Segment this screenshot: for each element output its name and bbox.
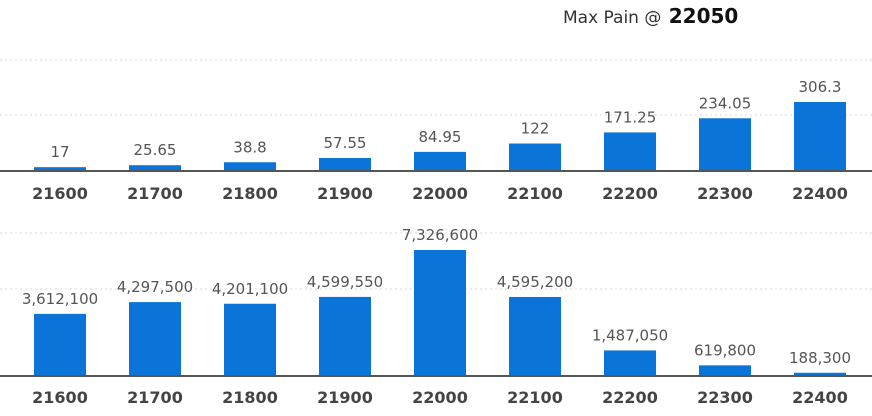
- x-tick-label: 21600: [32, 184, 88, 203]
- data-label: 84.95: [419, 128, 462, 146]
- bar-22300[interactable]: [699, 365, 751, 376]
- bar-22300[interactable]: [699, 118, 751, 171]
- bar-22000[interactable]: [414, 250, 466, 376]
- max-pain-title: Max Pain @ 22050: [563, 4, 738, 28]
- bar-21700[interactable]: [129, 302, 181, 376]
- data-label: 3,612,100: [22, 290, 98, 308]
- x-tick-label: 21600: [32, 388, 88, 407]
- x-tick-label: 22100: [507, 184, 563, 203]
- bar-21700[interactable]: [129, 165, 181, 171]
- x-tick-label: 21900: [317, 388, 373, 407]
- max-pain-value: 22050: [668, 4, 739, 28]
- bar-22200[interactable]: [604, 132, 656, 171]
- x-tick-label: 22200: [602, 184, 658, 203]
- data-label: 57.55: [324, 134, 367, 152]
- data-label: 38.8: [233, 138, 266, 156]
- x-tick-label: 21900: [317, 184, 373, 203]
- bar-22100[interactable]: [509, 296, 561, 376]
- bar-21600[interactable]: [34, 313, 86, 376]
- x-tick-label: 22100: [507, 388, 563, 407]
- data-label: 188,300: [789, 349, 851, 367]
- bar-21800[interactable]: [224, 162, 276, 171]
- x-tick-label: 21700: [127, 184, 183, 203]
- data-label: 4,201,100: [212, 280, 288, 298]
- data-label: 25.65: [134, 141, 177, 159]
- bar-22000[interactable]: [414, 151, 466, 171]
- data-label: 1,487,050: [592, 326, 668, 344]
- bar-21900[interactable]: [319, 296, 371, 376]
- x-tick-label: 22000: [412, 388, 468, 407]
- x-tick-label: 22300: [697, 388, 753, 407]
- data-label: 234.05: [699, 94, 752, 112]
- bar-22400[interactable]: [794, 102, 846, 171]
- bar-22100[interactable]: [509, 143, 561, 171]
- x-tick-label: 22300: [697, 184, 753, 203]
- bar-21800[interactable]: [224, 303, 276, 376]
- bar-21900[interactable]: [319, 158, 371, 171]
- bar-22200[interactable]: [604, 350, 656, 376]
- data-label: 4,297,500: [117, 278, 193, 296]
- x-tick-label: 21700: [127, 388, 183, 407]
- data-label: 122: [521, 120, 550, 138]
- bar-22400[interactable]: [794, 372, 846, 376]
- x-tick-label: 21800: [222, 388, 278, 407]
- data-label: 619,800: [694, 341, 756, 359]
- x-tick-label: 22200: [602, 388, 658, 407]
- data-label: 171.25: [604, 108, 657, 126]
- x-tick-label: 21800: [222, 184, 278, 203]
- max-pain-label: Max Pain @: [563, 8, 662, 28]
- data-label: 4,595,200: [497, 273, 573, 291]
- bar-21600[interactable]: [34, 167, 86, 171]
- x-tick-label: 22000: [412, 184, 468, 203]
- data-label: 306.3: [799, 78, 842, 96]
- x-tick-label: 22400: [792, 184, 848, 203]
- x-tick-label: 22400: [792, 388, 848, 407]
- data-label: 7,326,600: [402, 226, 478, 244]
- data-label: 4,599,550: [307, 273, 383, 291]
- data-label: 17: [50, 143, 69, 161]
